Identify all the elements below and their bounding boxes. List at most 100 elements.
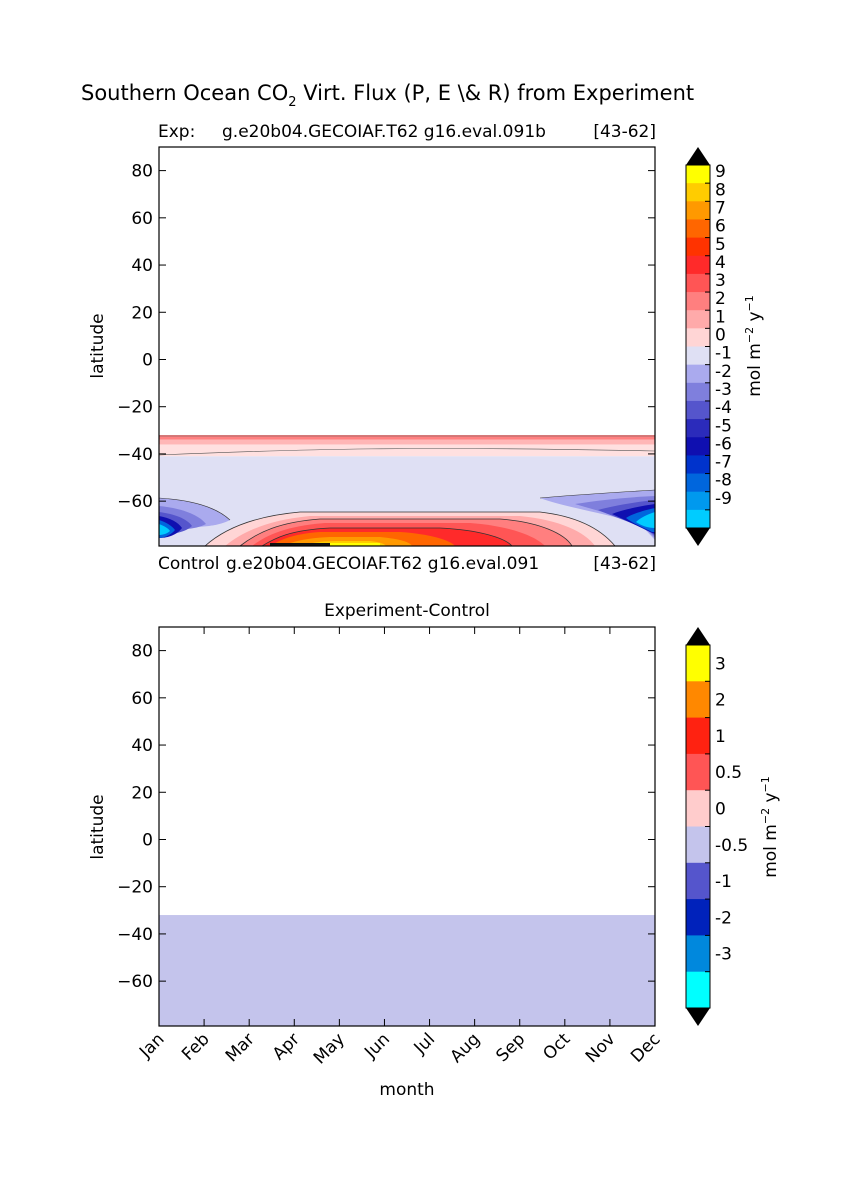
colorbar-segment: [686, 201, 710, 220]
colorbar-level-label: 0.5: [715, 763, 742, 783]
colorbar-segment: [686, 437, 710, 456]
y-tick-label: −20: [117, 878, 153, 898]
x-tick-label: Jan: [135, 1029, 168, 1062]
experiment-colorbar-label: mol m−2 y−1: [743, 295, 765, 397]
colorbar-level-label: 0: [715, 326, 726, 346]
colorbar-segment: [686, 862, 710, 900]
x-tick-label: Nov: [582, 1029, 620, 1067]
colorbar-level-label: -3: [715, 945, 732, 965]
colorbar-segment: [686, 419, 710, 438]
x-tick-label: May: [310, 1029, 349, 1068]
colorbar-level-label: 3: [715, 654, 726, 674]
colorbar-segment: [686, 292, 710, 311]
colorbar-level-label: -1: [715, 872, 732, 892]
colorbar-segment: [686, 183, 710, 202]
difference-colorbar-label: mol m−2 y−1: [759, 776, 781, 878]
y-tick-label: 20: [131, 783, 153, 803]
colorbar-level-label: -8: [715, 471, 732, 491]
x-tick-label: Sep: [492, 1029, 529, 1066]
colorbar-extend-bottom: [686, 528, 710, 546]
y-tick-label: 20: [131, 303, 153, 323]
y-tick-label: −20: [117, 398, 153, 418]
x-tick-label: Mar: [222, 1029, 259, 1066]
colorbar-segment: [686, 681, 710, 719]
y-tick-label: 60: [131, 209, 153, 229]
x-tick-label: Aug: [447, 1029, 485, 1067]
colorbar-level-label: 1: [715, 727, 726, 747]
colorbar-level-label: -2: [715, 362, 732, 382]
colorbar-level-label: 2: [715, 691, 726, 711]
colorbar-level-label: -0.5: [715, 836, 748, 856]
colorbar-segment: [686, 165, 710, 184]
experiment-panel: Exp: g.e20b04.GECOIAF.T62 g16.eval.091b …: [88, 122, 765, 574]
y-tick-label: −40: [117, 925, 153, 945]
colorbar-segment: [686, 753, 710, 791]
colorbar-segment: [686, 826, 710, 864]
latitude-band: [159, 435, 655, 440]
y-tick-label: 0: [142, 350, 153, 370]
difference-axes-frame: [158, 626, 656, 1027]
colorbar-segment: [686, 645, 710, 682]
colorbar-level-label: 4: [715, 253, 726, 273]
latitude-band: [159, 444, 655, 457]
exp-years: [43-62]: [593, 122, 656, 142]
difference-ylabel: latitude: [88, 794, 108, 859]
colorbar-level-label: -7: [715, 453, 732, 473]
colorbar-level-label: 3: [715, 271, 726, 291]
y-tick-label: 40: [131, 736, 153, 756]
colorbar-level-label: 7: [715, 198, 726, 218]
colorbar-segment: [686, 400, 710, 420]
experiment-contour-fill: [158, 435, 656, 547]
colorbar-level-label: -1: [715, 344, 732, 364]
y-tick-label: −60: [117, 972, 153, 992]
x-tick-label: Feb: [178, 1029, 213, 1064]
colorbar-segment: [686, 971, 710, 1009]
colorbar-level-label: -4: [715, 398, 732, 418]
colorbar-segment: [686, 899, 710, 936]
colorbar-level-label: -9: [715, 489, 732, 509]
colorbar-segment: [686, 255, 710, 275]
difference-fill: [159, 915, 655, 1026]
colorbar-level-label: 9: [715, 162, 726, 182]
y-tick-label: 80: [131, 642, 153, 662]
x-tick-label: Jun: [360, 1029, 394, 1063]
experiment-y-axis: 80 60 40 20 0 −20 −40 −60: [117, 162, 655, 512]
colorbar-extend-top: [686, 627, 710, 645]
difference-title: Experiment-Control: [324, 601, 490, 621]
y-tick-label: −60: [117, 492, 153, 512]
colorbar-segment: [686, 473, 710, 493]
y-tick-label: 0: [142, 830, 153, 850]
colorbar-level-label: 2: [715, 289, 726, 309]
exp-label: Exp:: [158, 122, 195, 142]
colorbar-segment: [686, 491, 710, 511]
colorbar-segment: [686, 455, 710, 475]
colorbar-segment: [686, 310, 710, 329]
colorbar-segment: [686, 935, 710, 973]
x-tick-label: Dec: [627, 1029, 664, 1066]
difference-xlabel: month: [379, 1080, 434, 1100]
latitude-band: [159, 439, 655, 445]
colorbar-extend-bottom: [686, 1008, 710, 1026]
x-tick-label: Oct: [539, 1029, 574, 1064]
colorbar-segment: [686, 273, 710, 293]
colorbar-extend-top: [686, 147, 710, 165]
colorbar-segment: [686, 790, 710, 827]
y-tick-label: 80: [131, 162, 153, 182]
colorbar-level-label: 6: [715, 217, 726, 237]
colorbar-segment: [686, 382, 710, 402]
colorbar-level-label: -2: [715, 908, 732, 928]
control-label: Control: [158, 554, 219, 574]
colorbar-level-label: -6: [715, 434, 732, 454]
control-years: [43-62]: [593, 554, 656, 574]
colorbar-level-label: 8: [715, 180, 726, 200]
experiment-axes-frame: [158, 146, 656, 547]
colorbar-segment: [686, 364, 710, 384]
experiment-plot-area: 80 60 40 20 0 −20 −40 −60 latitude: [88, 146, 656, 547]
experiment-ylabel: latitude: [88, 313, 108, 378]
difference-y-axis: 80 60 40 20 0 −20 −40 −60: [117, 642, 655, 992]
x-tick-label: Apr: [269, 1029, 304, 1064]
control-name: g.e20b04.GECOIAF.T62 g16.eval.091: [226, 554, 539, 574]
colorbar-level-label: 0: [715, 800, 726, 820]
